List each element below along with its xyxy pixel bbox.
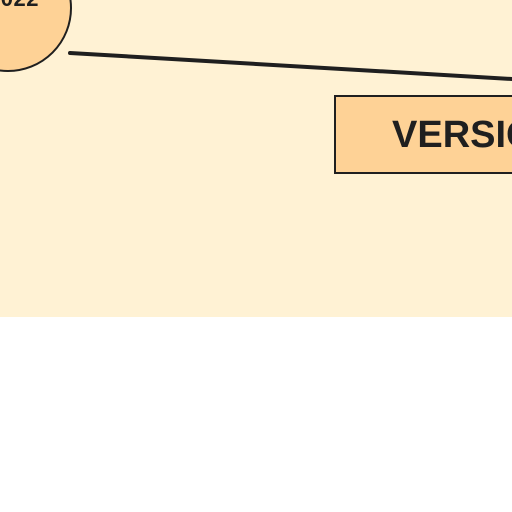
version-node-box[interactable] <box>334 95 512 174</box>
year-to-version-connector <box>68 51 512 81</box>
year-node-label: 2022 <box>0 0 68 14</box>
version-node-label: VERSIO <box>392 114 512 156</box>
